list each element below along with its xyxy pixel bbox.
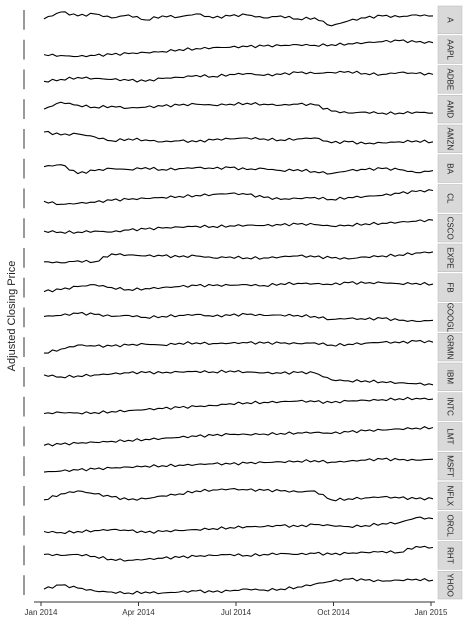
panel-yhoo: YHOO: [23, 571, 463, 600]
x-tick-label: Jan 2015: [415, 608, 448, 617]
panel-intc: INTC: [23, 392, 463, 421]
strip-msft: [437, 452, 463, 481]
panel-msft: MSFT: [23, 452, 463, 481]
strip-nflx: [437, 481, 463, 510]
x-axis: Jan 2014 Apr 2014 Jul 2014 Oct 2014 Jan 2015: [25, 601, 448, 617]
strip-label: CSCO: [446, 217, 455, 240]
series-line-a: [43, 11, 434, 27]
series-line-rht: [43, 545, 434, 562]
strip-a: [437, 5, 463, 34]
series-line-intc: [43, 396, 434, 415]
strip-csco: [437, 214, 463, 243]
series-line-aapl: [43, 39, 434, 58]
series-line-orcl: [43, 516, 434, 535]
panel-rht: RHT: [23, 541, 463, 570]
y-axis-label: Adjusted Closing Price: [6, 261, 18, 372]
panel-grmn: GRMN: [23, 333, 463, 362]
panel-googl: GOOGL: [23, 303, 463, 333]
strip-aapl: [437, 35, 463, 64]
series-line-grmn: [44, 339, 434, 354]
strip-label: AMD: [446, 100, 455, 118]
x-tick-label: Jul 2014: [221, 608, 252, 617]
series-line-fb: [43, 281, 434, 293]
strip-amzn: [437, 124, 463, 153]
strip-label: LMT: [446, 428, 455, 444]
panel-a: A: [23, 5, 463, 34]
series-line-msft: [43, 457, 434, 473]
strip-amd: [437, 95, 463, 124]
strip-rht: [437, 541, 463, 570]
series-line-googl: [43, 311, 434, 323]
series-line-ibm: [43, 369, 434, 386]
series-line-csco: [43, 219, 434, 234]
strip-label: GOOGL: [446, 303, 455, 333]
panel-expe: EXPE: [23, 243, 463, 272]
panel-cl: CL: [23, 184, 463, 213]
strip-label: MSFT: [446, 455, 455, 477]
series-line-cl: [43, 189, 434, 206]
strip-fb: [437, 273, 463, 302]
strip-label: NFLX: [446, 486, 455, 507]
strip-label: INTC: [446, 397, 455, 416]
panel-csco: CSCO: [23, 214, 463, 243]
strip-label: YHOO: [446, 573, 455, 597]
strip-label: FB: [446, 283, 455, 293]
strip-intc: [437, 392, 463, 421]
x-tick-label: Apr 2014: [122, 608, 155, 617]
strip-lmt: [437, 422, 463, 451]
strip-yhoo: [437, 571, 463, 600]
strip-adbe: [437, 65, 463, 94]
series-line-adbe: [43, 70, 434, 83]
series-line-lmt: [43, 425, 434, 447]
series-line-amd: [43, 101, 434, 115]
strip-expe: [437, 243, 463, 272]
strip-cl: [437, 184, 463, 213]
strip-label: AAPL: [446, 39, 455, 60]
panel-amzn: AMZN: [23, 124, 463, 153]
series-line-expe: [44, 251, 434, 264]
panel-aapl: AAPL: [23, 35, 463, 64]
strip-googl: [437, 303, 463, 332]
series-line-yhoo: [43, 577, 434, 595]
strip-orcl: [437, 511, 463, 540]
panel-ba: BA: [23, 154, 463, 183]
strip-label: BA: [446, 163, 455, 174]
strip-ibm: [437, 362, 463, 391]
x-tick-label: Oct 2014: [317, 608, 350, 617]
strip-label: EXPE: [446, 247, 455, 268]
series-line-nflx: [43, 488, 434, 502]
panels-group: A AAPL ADBE AMD AMZN BA CL CSCO EXPE FB GOOGL GRMN I…: [23, 5, 463, 600]
panel-ibm: IBM: [23, 362, 463, 391]
strip-label: AMZN: [446, 128, 455, 151]
panel-amd: AMD: [23, 95, 463, 124]
panel-adbe: ADBE: [23, 65, 463, 94]
strip-label: ORCL: [446, 515, 455, 538]
strip-ba: [437, 154, 463, 183]
strip-label: ADBE: [446, 68, 455, 90]
strip-label: CL: [446, 193, 455, 204]
panel-fb: FB: [23, 273, 463, 302]
strip-label: RHT: [446, 547, 455, 564]
panel-nflx: NFLX: [23, 481, 463, 510]
x-tick-label: Jan 2014: [25, 608, 58, 617]
panel-lmt: LMT: [23, 422, 463, 451]
strip-label: GRMN: [446, 335, 455, 360]
strip-grmn: [437, 333, 463, 362]
series-line-amzn: [43, 130, 434, 145]
panel-orcl: ORCL: [23, 511, 463, 540]
strip-label: A: [446, 17, 455, 23]
series-line-ba: [43, 164, 434, 175]
strip-label: IBM: [446, 370, 455, 385]
